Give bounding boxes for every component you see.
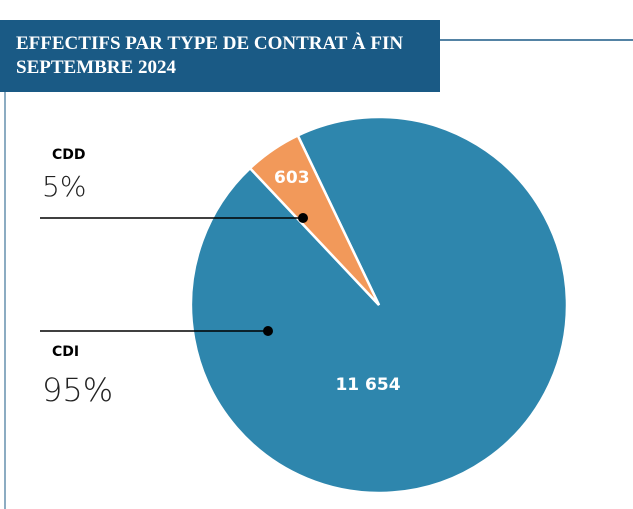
category-label: CDI xyxy=(52,344,79,360)
data-label: 11 654 xyxy=(335,375,400,395)
pie-slice xyxy=(248,133,381,306)
data-label: 603 xyxy=(274,168,310,188)
callout-dot xyxy=(298,213,308,223)
share-label: 5% xyxy=(42,170,86,203)
category-label: CDD xyxy=(52,147,86,163)
share-label: 95% xyxy=(42,371,113,409)
chart-title: EFFECTIFS PAR TYPE DE CONTRAT À FIN SEPT… xyxy=(0,20,440,92)
callout-dot xyxy=(263,326,273,336)
